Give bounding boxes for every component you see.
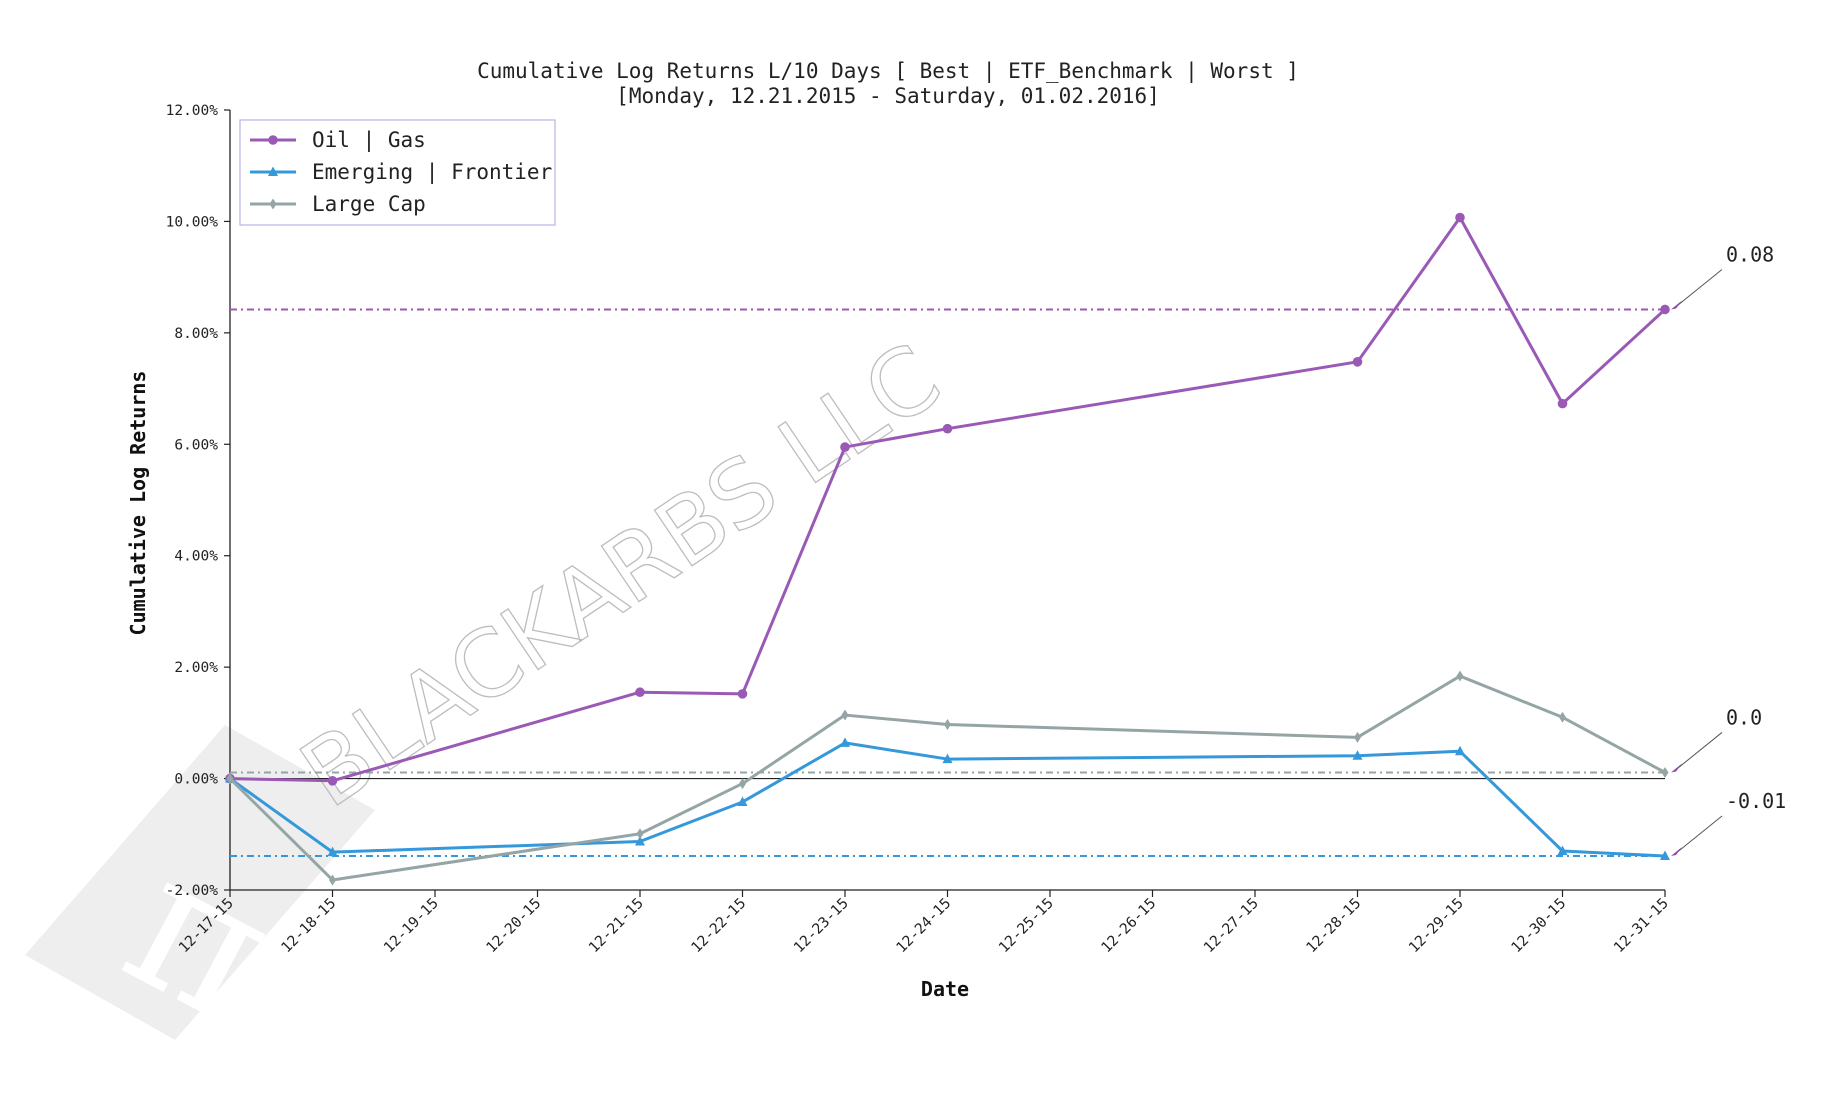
- y-axis-label: Cumulative Log Returns: [126, 371, 150, 636]
- x-tick-label: 12-29-15: [1406, 896, 1467, 957]
- y-tick-label: 6.00%: [174, 437, 218, 453]
- data-point: [1456, 670, 1464, 682]
- data-point: [944, 719, 951, 731]
- annotation-arrowhead: [1671, 763, 1682, 773]
- data-point: [739, 778, 746, 790]
- data-point: [226, 773, 234, 785]
- annotation-arrowhead: [1671, 300, 1682, 310]
- watermark-text: BLACKARBS LLC: [282, 324, 958, 828]
- y-tick-label: 10.00%: [166, 214, 219, 230]
- x-tick-label: 12-21-15: [586, 896, 647, 957]
- annotation-arrow: [1674, 269, 1723, 308]
- legend-label: Emerging | Frontier: [312, 160, 552, 185]
- chart-title: Cumulative Log Returns L/10 Days [ Best …: [477, 59, 1299, 84]
- legend-marker: [268, 135, 278, 145]
- x-tick-label: 12-19-15: [381, 896, 442, 957]
- legend-marker: [269, 198, 277, 210]
- plot-area: -2.00% 0.00% 2.00% 4.00% 6.00% 8.00% 10.00% 12.…: [166, 103, 1787, 956]
- annotation-label: 0.08: [1726, 242, 1774, 266]
- series-line: [229, 216, 1667, 783]
- data-point: [1660, 850, 1670, 861]
- y-tick-label: 2.00%: [174, 660, 218, 676]
- annotation-label: 0.0: [1726, 705, 1762, 729]
- y-tick-label: 4.00%: [174, 549, 218, 565]
- x-axis-label: Date: [921, 977, 969, 1001]
- data-point: [635, 836, 645, 846]
- data-point: [636, 828, 644, 840]
- legend-label: Oil | Gas: [312, 128, 426, 153]
- x-tick-label: 12-22-15: [689, 896, 750, 957]
- y-tick-label: -2.00%: [166, 883, 219, 899]
- x-tick-label: 12-30-15: [1509, 896, 1570, 957]
- chart-subtitle: [Monday, 12.21.2015 - Saturday, 01.02.20…: [616, 84, 1160, 108]
- legend-label: Large Cap: [312, 192, 426, 216]
- data-point: [635, 687, 645, 698]
- x-tick-label: 12-23-15: [791, 896, 852, 957]
- data-point: [841, 709, 849, 721]
- data-point: [1559, 711, 1566, 723]
- x-tick-label: 12-24-15: [894, 896, 955, 957]
- x-tick-label: 12-25-15: [996, 896, 1057, 957]
- series-line: [228, 674, 1666, 882]
- legend: Oil | Gas Emerging | Frontier Large Cap: [239, 119, 556, 226]
- annotation-arrowhead: [1671, 847, 1682, 857]
- series-line: [229, 741, 1666, 858]
- legend-marker: [268, 166, 278, 176]
- data-point: [1557, 845, 1568, 855]
- data-point: [1661, 766, 1669, 778]
- data-point: [840, 442, 850, 452]
- data-point: [1660, 304, 1670, 315]
- data-point: [737, 796, 748, 806]
- y-tick-label: 0.00%: [174, 772, 218, 788]
- data-point: [1455, 212, 1465, 223]
- data-point: [737, 689, 748, 699]
- y-tick-label: 12.00%: [166, 103, 219, 119]
- x-tick-label: 12-27-15: [1201, 896, 1262, 957]
- data-point: [942, 423, 953, 434]
- data-point: [1557, 398, 1568, 409]
- data-point: [840, 737, 850, 747]
- data-point: [327, 776, 338, 786]
- y-tick-label: 8.00%: [174, 326, 218, 342]
- x-tick-label: 12-20-15: [484, 896, 545, 957]
- data-point: [1352, 357, 1363, 367]
- data-point: [1352, 750, 1363, 760]
- x-tick-label: 12-26-15: [1099, 896, 1160, 957]
- data-point: [942, 753, 953, 764]
- annotation-arrow: [1674, 732, 1723, 771]
- data-point: [1455, 745, 1465, 756]
- data-point: [1354, 731, 1361, 743]
- x-tick-label: 12-28-15: [1304, 896, 1365, 957]
- annotation-arrow: [1674, 815, 1723, 855]
- x-tick-label: 12-31-15: [1611, 896, 1672, 957]
- annotation-label: -0.01: [1726, 789, 1786, 813]
- data-point: [329, 874, 336, 886]
- data-point: [327, 846, 338, 857]
